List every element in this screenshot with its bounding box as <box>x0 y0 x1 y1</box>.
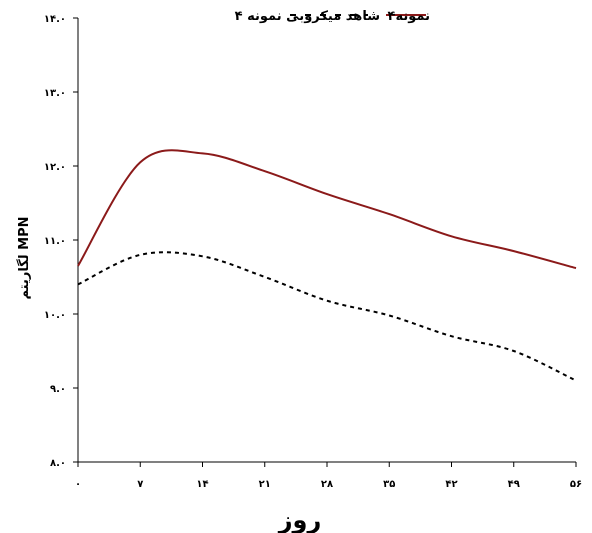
x-tick-label: ۲۸ <box>321 479 333 490</box>
x-tick-label: ۱۴ <box>196 479 208 490</box>
x-tick-label: ۵۶ <box>570 479 582 490</box>
y-tick-label: ۱۱.۰ <box>44 236 66 247</box>
x-tick-label: ۲۱ <box>259 479 271 490</box>
x-axis-title: روز <box>278 506 322 533</box>
y-tick-label: ۱۲.۰ <box>44 162 66 173</box>
x-tick-label: ۰ <box>75 479 81 490</box>
x-tick-label: ۴۹ <box>508 479 520 490</box>
series-line-1 <box>77 149 577 270</box>
y-ticks: ۸.۰ ۹.۰ ۱۰.۰ ۱۱.۰ ۱۲.۰ ۱۳.۰ ۱۴.۰ <box>44 14 78 469</box>
x-tick-label: ۷ <box>137 479 143 490</box>
x-tick-label: ۴۲ <box>445 479 457 490</box>
y-tick-label: ۱۴.۰ <box>44 14 66 25</box>
y-tick-label: ۸.۰ <box>50 458 66 469</box>
series-line-2 <box>77 251 577 382</box>
legend: نمونه۴ شاهد میکروبی نمونه ۴ <box>235 9 430 24</box>
series-lines <box>77 149 577 382</box>
axes <box>77 18 576 463</box>
y-tick-label: ۱۳.۰ <box>44 88 66 99</box>
y-tick-label: ۹.۰ <box>50 384 66 395</box>
x-ticks: ۰ ۷ ۱۴ ۲۱ ۲۸ ۳۵ ۴۲ ۴۹ ۵۶ <box>75 462 582 490</box>
x-tick-label: ۳۵ <box>383 479 395 490</box>
legend-label-series-2: شاهد میکروبی نمونه ۴ <box>235 9 380 24</box>
legend-label-series-1: نمونه۴ <box>388 9 430 24</box>
y-tick-label: ۱۰.۰ <box>44 310 66 321</box>
y-axis-title: لگاریتم MPN <box>16 216 32 299</box>
